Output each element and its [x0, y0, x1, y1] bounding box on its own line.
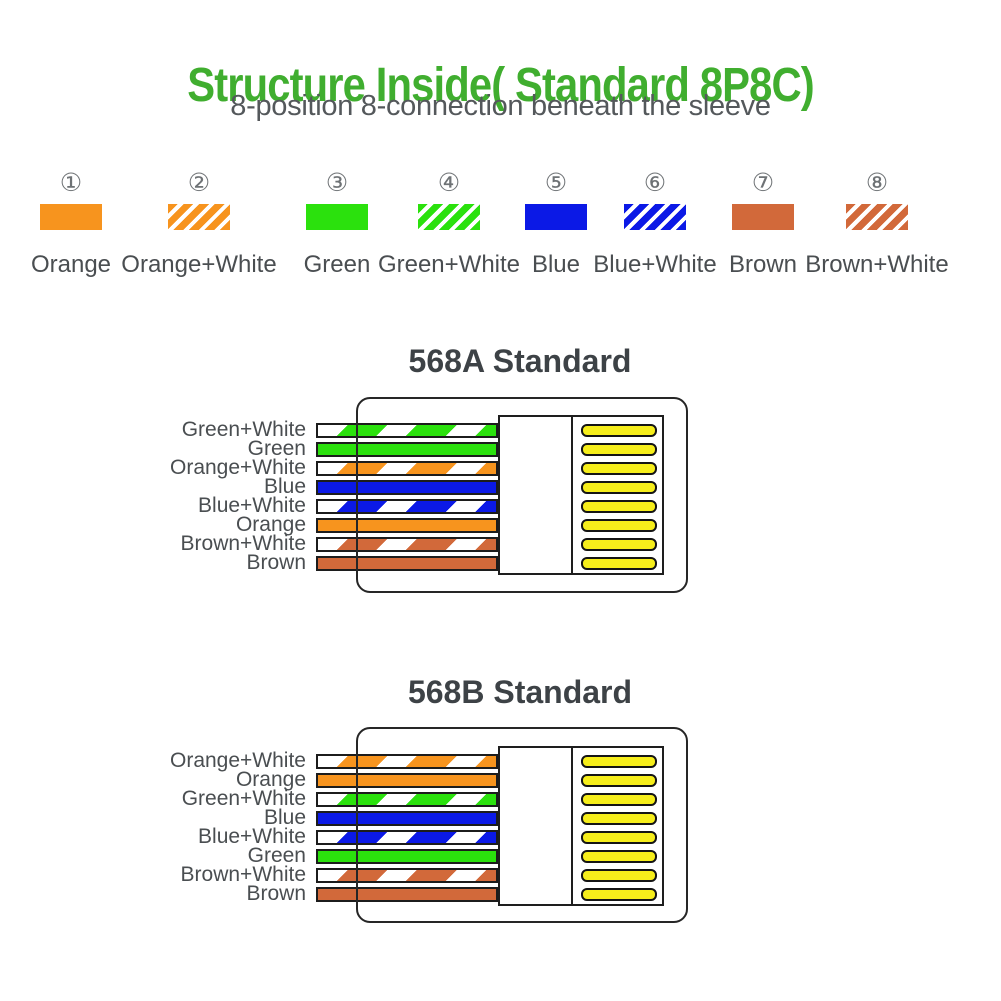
wire-label: Orange+White	[170, 456, 306, 479]
wire-label: Orange	[235, 513, 306, 536]
wire-label: Green	[247, 437, 306, 460]
legend-item: ① Orange	[0, 168, 161, 279]
legend-swatch-solid	[306, 204, 368, 230]
wire-label: Brown	[246, 551, 306, 574]
legend-item: ⑤ Blue	[466, 168, 646, 279]
pin	[581, 830, 657, 844]
wire-row	[316, 517, 498, 533]
pin	[581, 754, 657, 768]
pin	[581, 773, 657, 787]
pin	[581, 811, 657, 825]
pin	[581, 423, 657, 437]
legend-swatch-striped	[846, 204, 908, 230]
wire-row	[316, 479, 498, 495]
legend-number-icon: ⑦	[751, 168, 775, 197]
pin	[581, 556, 657, 570]
legend-number-icon: ②	[187, 168, 211, 197]
legend-label: Blue	[531, 251, 581, 278]
pin	[581, 442, 657, 456]
wire-label: Blue	[263, 475, 306, 498]
legend-item: ⑥ Blue+White	[565, 168, 745, 279]
wire-label: Brown+White	[180, 863, 306, 886]
legend-item: ③ Green	[247, 168, 427, 279]
legend-swatch-solid	[40, 204, 102, 230]
legend-item: ② Orange+White	[109, 168, 289, 279]
connector-outline	[356, 397, 688, 593]
page-title: Structure Inside( Standard 8P8C)	[187, 59, 814, 113]
wire-row	[316, 441, 498, 457]
wire-row	[316, 810, 498, 826]
wire-row	[316, 772, 498, 788]
wire-row	[316, 829, 498, 845]
wire-row	[316, 886, 498, 902]
legend-number-icon: ④	[437, 168, 461, 197]
pin	[581, 887, 657, 901]
wire-row	[316, 555, 498, 571]
wire-row	[316, 498, 498, 514]
wire-row	[316, 848, 498, 864]
legend-item: ④ Green+White	[359, 168, 539, 279]
wire-row	[316, 536, 498, 552]
wire-row	[316, 753, 498, 769]
connector-body	[498, 415, 575, 575]
legend-label: Green+White	[377, 251, 521, 278]
legend-item: ⑧ Brown+White	[787, 168, 967, 279]
connector-outline	[356, 727, 688, 923]
pin-block	[571, 746, 664, 906]
connector-body	[498, 746, 575, 906]
legend-number-icon: ③	[325, 168, 349, 197]
pin	[581, 868, 657, 882]
wire-label: Blue	[263, 806, 306, 829]
legend-label: Blue+White	[593, 251, 717, 278]
legend-number-icon: ⑧	[865, 168, 889, 197]
wire-row	[316, 867, 498, 883]
pin	[581, 480, 657, 494]
diagram-568a-title: 568A Standard	[408, 343, 632, 379]
wire-label: Green	[247, 844, 306, 867]
wire-label: Green+White	[181, 787, 306, 810]
legend-swatch-striped	[418, 204, 480, 230]
wire-label: Blue+White	[198, 494, 306, 517]
wire-row	[316, 791, 498, 807]
pin	[581, 461, 657, 475]
legend-number-icon: ⑤	[544, 168, 568, 197]
legend-swatch-solid	[732, 204, 794, 230]
wire-label: Green+White	[181, 418, 306, 441]
pin	[581, 518, 657, 532]
wire-row	[316, 460, 498, 476]
legend-label: Orange+White	[121, 251, 277, 278]
legend-label: Orange	[30, 251, 112, 278]
pin	[581, 849, 657, 863]
pin	[581, 537, 657, 551]
legend-label: Brown+White	[805, 251, 949, 278]
page-subtitle: 8-position 8-connection beneath the slee…	[230, 90, 771, 122]
wire-label: Orange	[235, 768, 306, 791]
pin-block	[571, 415, 664, 575]
wire-label: Orange+White	[170, 749, 306, 772]
wire-label: Blue+White	[198, 825, 306, 848]
legend-swatch-striped	[168, 204, 230, 230]
legend-item: ⑦ Brown	[673, 168, 853, 279]
wire-label: Brown+White	[180, 532, 306, 555]
legend-swatch-solid	[525, 204, 587, 230]
wire-row	[316, 422, 498, 438]
pin	[581, 792, 657, 806]
legend-label: Green	[303, 251, 371, 278]
legend-number-icon: ①	[59, 168, 83, 197]
legend-swatch-striped	[624, 204, 686, 230]
legend-label: Brown	[728, 251, 798, 278]
pin	[581, 499, 657, 513]
diagram-568b-title: 568B Standard	[407, 674, 633, 710]
wire-label: Brown	[246, 882, 306, 905]
legend-number-icon: ⑥	[643, 168, 667, 197]
